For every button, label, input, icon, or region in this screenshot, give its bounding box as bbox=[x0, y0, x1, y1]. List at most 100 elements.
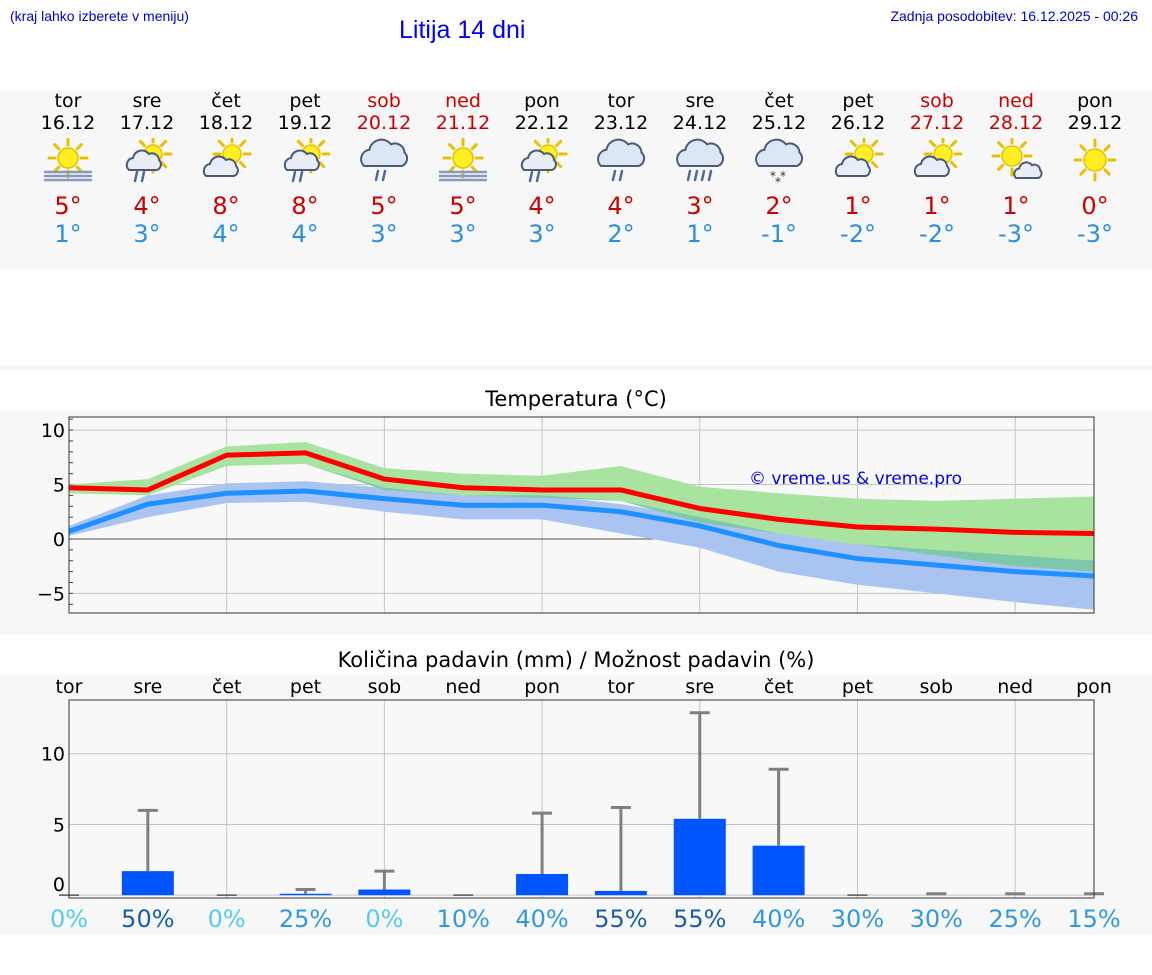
forecast-day: tor 23.12 4° 2° bbox=[581, 90, 661, 248]
precip-probability: 50% bbox=[121, 905, 174, 933]
forecast-day: pet 26.12 1° -2° bbox=[818, 90, 898, 248]
forecast-day: pon 29.12 0° -3° bbox=[1055, 90, 1135, 248]
temp-min: 3° bbox=[370, 220, 398, 248]
sun-cloud-icon bbox=[913, 138, 963, 177]
day-date: 18.12 bbox=[198, 112, 254, 134]
day-name: ned bbox=[445, 90, 481, 112]
location-hint: (kraj lahko izberete v meniju) bbox=[10, 8, 189, 24]
svg-text:*: * bbox=[775, 175, 781, 184]
precip-probability: 25% bbox=[279, 905, 332, 933]
x-tick-label: ned bbox=[445, 676, 481, 698]
day-date: 29.12 bbox=[1067, 112, 1123, 134]
forecast-day: tor 16.12 5° 1° bbox=[28, 90, 108, 248]
fog-sun-icon bbox=[439, 138, 487, 182]
day-date: 21.12 bbox=[435, 112, 491, 134]
day-date: 22.12 bbox=[514, 112, 570, 134]
x-tick-label: sre bbox=[685, 676, 714, 698]
precip-probability: 30% bbox=[910, 905, 963, 933]
temp-max: 0° bbox=[1081, 192, 1109, 220]
cloud-rain-icon bbox=[360, 138, 409, 182]
x-tick-label: sob bbox=[920, 676, 954, 698]
sun-icon bbox=[1073, 138, 1117, 182]
day-name: tor bbox=[607, 90, 635, 112]
y-tick-label: 10 bbox=[41, 420, 65, 442]
temp-max: 3° bbox=[686, 192, 714, 220]
precip-bar bbox=[594, 890, 647, 896]
x-tick-label: ned bbox=[997, 676, 1033, 698]
forecast-day: ned 28.12 1° -3° bbox=[976, 90, 1056, 248]
sun-cloud-rain-icon bbox=[283, 138, 331, 183]
forecast-day: pon 22.12 4° 3° bbox=[502, 90, 582, 248]
temp-max: 5° bbox=[449, 192, 477, 220]
last-update: Zadnja posodobitev: 16.12.2025 - 00:26 bbox=[890, 8, 1138, 24]
temp-max: 4° bbox=[528, 192, 556, 220]
temp-max: 8° bbox=[291, 192, 319, 220]
temp-min: 3° bbox=[449, 220, 477, 248]
temperature-chart-title: Temperatura (°C) bbox=[485, 387, 667, 411]
temp-min: 4° bbox=[291, 220, 319, 248]
precip-probability: 0% bbox=[365, 905, 403, 933]
temp-min: 3° bbox=[133, 220, 161, 248]
day-name: pet bbox=[842, 90, 874, 112]
forecast-day: sob 20.12 5° 3° bbox=[344, 90, 424, 248]
min-temp-line bbox=[68, 488, 1095, 579]
day-name: čet bbox=[211, 90, 241, 112]
forecast-day: sre 17.12 4° 3° bbox=[107, 90, 187, 248]
precip-probability: 55% bbox=[673, 905, 726, 933]
precip-bar bbox=[279, 893, 332, 896]
temp-min: -2° bbox=[840, 220, 876, 248]
day-name: sob bbox=[367, 90, 401, 112]
day-name: sre bbox=[685, 90, 715, 112]
max-temp-line bbox=[68, 450, 1095, 537]
x-tick-label: sre bbox=[133, 676, 162, 698]
x-tick-label: čet bbox=[764, 676, 794, 698]
forecast-day: čet 25.12 * * * 2° -1° bbox=[739, 90, 819, 248]
y-tick-label: 10 bbox=[41, 744, 65, 766]
fog-sun-icon bbox=[44, 138, 92, 182]
day-date: 23.12 bbox=[593, 112, 649, 134]
temp-max: 1° bbox=[923, 192, 951, 220]
temp-min: 1° bbox=[54, 220, 82, 248]
temp-max: 5° bbox=[370, 192, 398, 220]
day-name: čet bbox=[764, 90, 794, 112]
temp-min: -1° bbox=[761, 220, 797, 248]
temp-max: 5° bbox=[54, 192, 82, 220]
temp-min: -2° bbox=[919, 220, 955, 248]
x-tick-label: pet bbox=[842, 676, 873, 698]
precip-probability: 0% bbox=[208, 905, 246, 933]
day-date: 26.12 bbox=[830, 112, 886, 134]
plot-frame bbox=[68, 699, 1095, 899]
day-date: 27.12 bbox=[909, 112, 965, 134]
y-tick-label: 0 bbox=[53, 874, 65, 896]
max-temp-band bbox=[69, 442, 1094, 572]
day-date: 28.12 bbox=[988, 112, 1044, 134]
day-date: 20.12 bbox=[356, 112, 412, 134]
temp-max: 1° bbox=[844, 192, 872, 220]
day-name: sre bbox=[132, 90, 162, 112]
precip-probability: 25% bbox=[988, 905, 1041, 933]
plot-frame bbox=[68, 416, 1095, 614]
forecast-day: čet 18.12 8° 4° bbox=[186, 90, 266, 248]
x-tick-label: pon bbox=[1076, 676, 1112, 698]
precip-bar bbox=[358, 889, 411, 896]
y-tick-label: 5 bbox=[53, 475, 65, 497]
temp-max: 4° bbox=[133, 192, 161, 220]
forecast-day: sob 27.12 1° -2° bbox=[897, 90, 977, 248]
precip-probability: 0% bbox=[50, 905, 88, 933]
temp-max: 4° bbox=[607, 192, 635, 220]
sun-cloud-icon bbox=[834, 138, 884, 177]
precip-probability: 40% bbox=[752, 905, 805, 933]
precip-probability: 55% bbox=[594, 905, 647, 933]
x-tick-label: pon bbox=[524, 676, 560, 698]
sun-cloud-rain-icon bbox=[125, 138, 173, 183]
watermark: © vreme.us & vreme.pro bbox=[749, 469, 962, 489]
day-date: 25.12 bbox=[751, 112, 807, 134]
day-name: ned bbox=[998, 90, 1034, 112]
svg-text:*: * bbox=[780, 169, 786, 183]
day-date: 19.12 bbox=[277, 112, 333, 134]
forecast-day: sre 24.12 3° 1° bbox=[660, 90, 740, 248]
temp-min: -3° bbox=[1077, 220, 1113, 248]
sun-cloud-rain-icon bbox=[520, 138, 568, 183]
temperature-chart: 10 5 0 −5 © vreme.us & vreme.pro bbox=[37, 416, 1095, 614]
temp-min: 2° bbox=[607, 220, 635, 248]
